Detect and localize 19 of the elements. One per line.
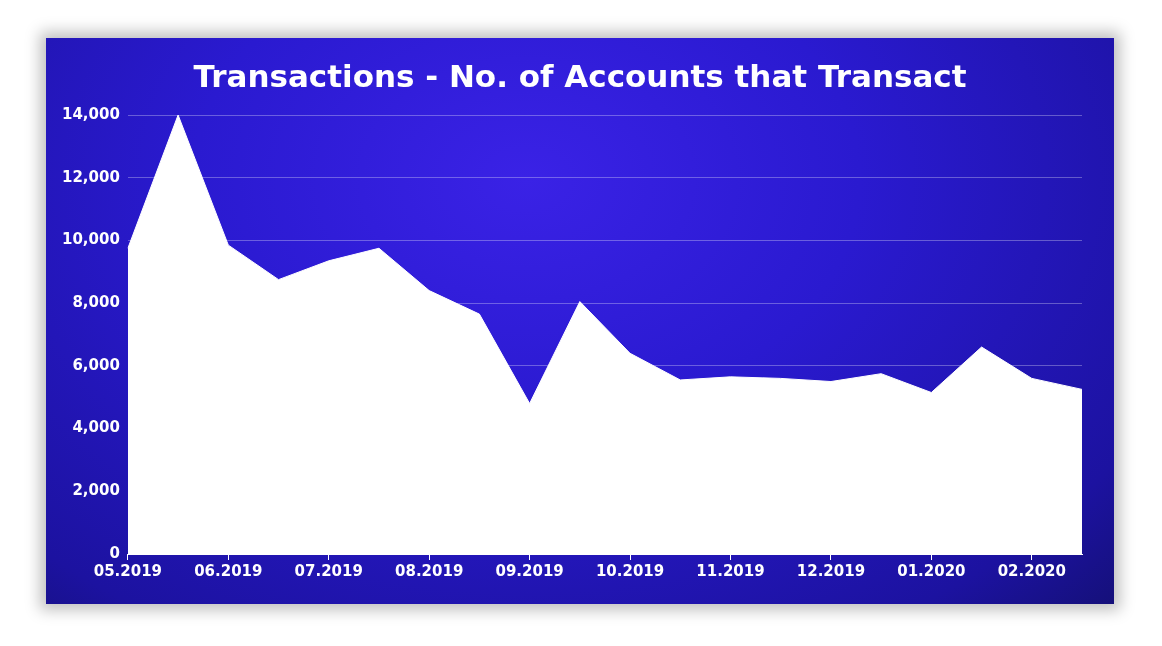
x-tick-label: 01.2020 <box>897 561 966 580</box>
x-tick-label: 07.2019 <box>294 561 363 580</box>
y-tick-label: 12,000 <box>61 167 120 186</box>
y-tick-label: 6,000 <box>72 355 120 374</box>
y-tick-label: 8,000 <box>72 293 120 312</box>
x-tick-label: 11.2019 <box>696 561 765 580</box>
x-tick-label: 10.2019 <box>595 561 665 580</box>
y-tick-label: 14,000 <box>61 104 120 123</box>
x-tick-label: 02.2020 <box>997 561 1066 580</box>
x-tick-label: 12.2019 <box>796 561 866 580</box>
chart-title: Transactions - No. of Accounts that Transact <box>192 58 968 94</box>
y-tick-label: 4,000 <box>72 418 120 437</box>
x-tick-label: 06.2019 <box>194 561 263 580</box>
x-tick-label: 08.2019 <box>395 561 464 580</box>
x-tick-label: 09.2019 <box>495 561 564 580</box>
y-tick-label: 2,000 <box>72 481 120 500</box>
x-tick-label: 05.2019 <box>93 561 163 580</box>
y-tick-label: 10,000 <box>61 230 120 249</box>
y-tick-label: 0 <box>109 543 120 562</box>
